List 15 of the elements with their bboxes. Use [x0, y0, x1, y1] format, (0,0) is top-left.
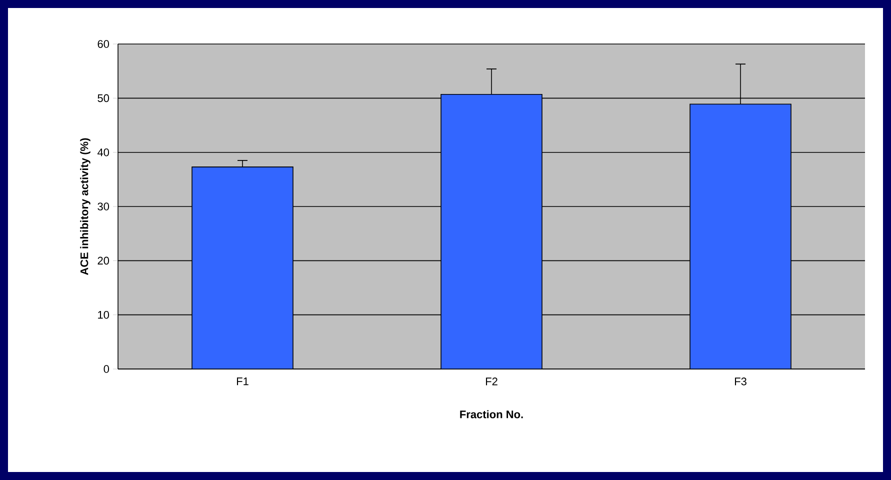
y-tick-label: 10	[98, 310, 110, 319]
x-tick-label: F3	[734, 378, 746, 386]
y-tick-label: 0	[104, 365, 110, 373]
x-axis-title: Fraction No.	[460, 410, 523, 418]
bar	[690, 104, 792, 369]
y-tick-label: 50	[98, 94, 110, 102]
y-tick-label: 40	[97, 148, 110, 156]
y-tick-label: 20	[98, 256, 110, 265]
y-tick-label: 60	[98, 40, 110, 48]
y-axis-title: ACE inhibitory activity (%)	[80, 138, 90, 275]
bar	[440, 94, 542, 369]
x-tick-label: F2	[486, 378, 498, 386]
x-tick-label: F1	[236, 378, 248, 386]
y-tick-label: 30	[98, 202, 110, 210]
bar	[192, 166, 294, 369]
